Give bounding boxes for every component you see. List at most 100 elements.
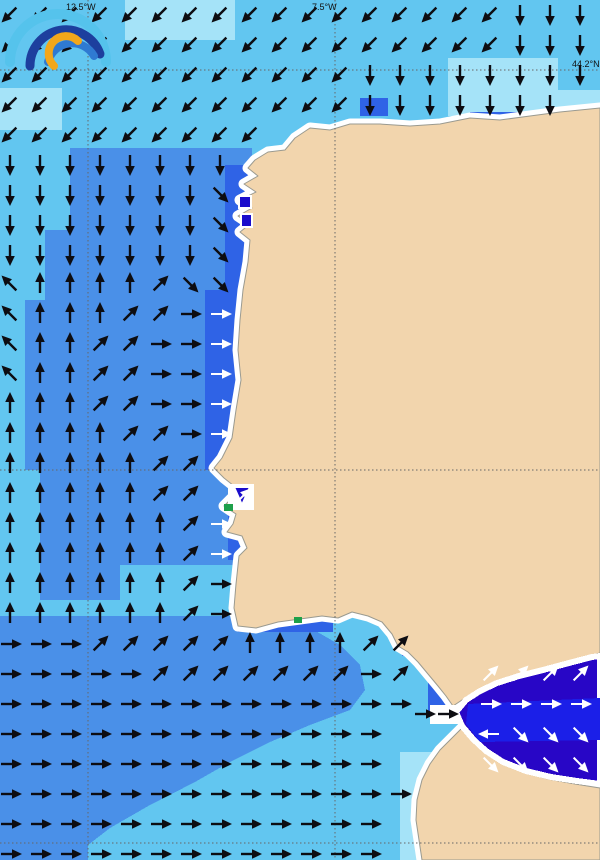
wave-arrow <box>151 789 172 799</box>
wave-arrow <box>151 849 172 859</box>
wave-arrow <box>181 309 202 319</box>
wave-arrow <box>331 66 348 83</box>
wave-arrow <box>151 729 172 739</box>
wave-arrow <box>35 215 45 236</box>
wave-arrow <box>301 759 322 769</box>
wave-arrow <box>1 669 22 679</box>
wave-arrow <box>35 572 45 593</box>
wave-arrow <box>271 6 288 23</box>
wave-arrow <box>391 6 408 23</box>
wave-arrow <box>35 452 45 473</box>
wave-arrow <box>181 36 198 53</box>
wave-arrow <box>95 155 105 176</box>
wave-arrow <box>151 369 172 379</box>
wave-arrow <box>65 302 75 323</box>
wave-arrow <box>35 512 45 533</box>
wave-arrow <box>271 849 292 859</box>
wave-arrow <box>155 155 165 176</box>
wave-arrow <box>331 6 348 23</box>
wave-arrow <box>211 699 232 709</box>
wave-arrow <box>65 512 75 533</box>
wave-arrow <box>395 95 405 116</box>
wave-arrow <box>212 186 229 203</box>
wave-arrow <box>5 245 15 266</box>
wave-arrow <box>182 545 199 562</box>
wave-arrow <box>271 759 292 769</box>
wave-arrow <box>151 339 172 349</box>
wave-arrow <box>181 759 202 769</box>
wave-arrow <box>575 5 585 26</box>
wave-arrow <box>361 789 382 799</box>
wave-arrow <box>65 542 75 563</box>
wave-arrow <box>5 392 15 413</box>
wave-arrow-white <box>541 699 562 709</box>
wave-arrow <box>395 65 405 86</box>
wave-arrow <box>65 422 75 443</box>
wave-arrow <box>121 96 138 113</box>
wave-arrow <box>301 66 318 83</box>
wave-arrow <box>242 665 259 682</box>
wave-arrow <box>181 6 198 23</box>
logo-outer-arc <box>5 9 111 67</box>
wave-arrow <box>31 699 52 709</box>
wave-arrow <box>515 65 525 86</box>
wave-arrow <box>485 95 495 116</box>
wave-arrow <box>152 275 169 292</box>
wave-arrow <box>151 699 172 709</box>
wave-arrow <box>95 452 105 473</box>
wave-arrow <box>35 392 45 413</box>
wave-arrow <box>241 819 262 829</box>
wave-arrow <box>125 185 135 206</box>
wave-arrow <box>121 759 142 769</box>
wave-arrow <box>1 639 22 649</box>
wave-arrow <box>275 632 285 653</box>
wave-arrow-white <box>211 339 232 349</box>
wave-arrow <box>95 482 105 503</box>
wave-arrow <box>95 215 105 236</box>
wave-arrow <box>65 482 75 503</box>
wave-arrow <box>155 512 165 533</box>
wave-arrow <box>211 849 232 859</box>
wave-arrow <box>61 66 78 83</box>
wave-arrow <box>92 635 109 652</box>
wave-arrow <box>211 66 228 83</box>
wave-arrow <box>61 639 82 649</box>
wave-arrow-white <box>481 699 502 709</box>
wave-arrow <box>391 789 412 799</box>
wave-arrow <box>125 155 135 176</box>
wave-arrow <box>361 669 382 679</box>
wave-arrow <box>545 35 555 56</box>
wave-arrow-white <box>478 729 499 739</box>
wave-arrow <box>185 245 195 266</box>
wave-arrow <box>35 185 45 206</box>
wave-arrow <box>155 185 165 206</box>
wave-arrow <box>1 335 18 352</box>
wave-arrow <box>241 699 262 709</box>
wave-arrow <box>331 699 352 709</box>
wave-arrow <box>301 6 318 23</box>
wave-arrow <box>35 332 45 353</box>
wave-arrow <box>211 579 232 589</box>
wave-arrow <box>211 6 228 23</box>
wave-arrow <box>91 669 112 679</box>
wave-arrow <box>95 272 105 293</box>
wave-arrow <box>31 819 52 829</box>
wave-arrow <box>271 819 292 829</box>
wave-arrow <box>5 185 15 206</box>
wave-arrow <box>65 602 75 623</box>
wave-arrow <box>481 36 498 53</box>
surf-forecast-logo <box>5 9 111 71</box>
wave-arrow <box>1 759 22 769</box>
wave-arrow <box>305 632 315 653</box>
wave-arrow <box>121 789 142 799</box>
wave-arrow <box>361 729 382 739</box>
wave-arrow <box>35 245 45 266</box>
wave-arrow <box>35 362 45 383</box>
wave-arrow <box>185 155 195 176</box>
wave-arrow <box>121 6 138 23</box>
wave-arrow <box>122 365 139 382</box>
wave-arrow <box>1 275 18 292</box>
wave-arrow <box>125 215 135 236</box>
wave-arrow <box>91 699 112 709</box>
logo-navy-arc <box>25 25 105 71</box>
